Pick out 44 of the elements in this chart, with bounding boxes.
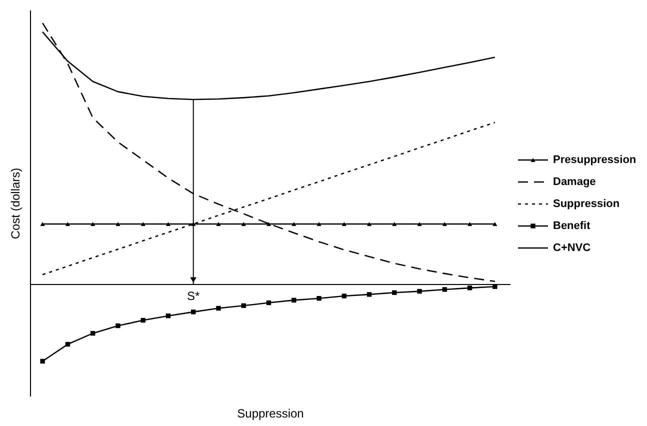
- point: [342, 222, 346, 226]
- point: [342, 294, 346, 298]
- point: [216, 306, 221, 311]
- point: [417, 288, 422, 294]
- point: [191, 310, 196, 314]
- annotation: S*: [187, 289, 200, 303]
- legend-label: Suppression: [553, 198, 620, 210]
- point: [467, 286, 472, 290]
- point: [116, 222, 120, 226]
- point: [166, 222, 171, 226]
- point: [292, 298, 296, 303]
- y-axis-title: Cost (dollars): [8, 168, 22, 240]
- point: [392, 222, 397, 226]
- point: [241, 303, 246, 308]
- point: [417, 222, 422, 226]
- point: [442, 222, 448, 226]
- point: [316, 296, 322, 301]
- point: [492, 222, 498, 226]
- point: [442, 287, 448, 292]
- point: [292, 222, 296, 226]
- point: [316, 222, 322, 226]
- legend-label: C+NVC: [553, 242, 591, 254]
- point: [266, 300, 272, 306]
- legend-label: Presuppression: [553, 154, 636, 166]
- legend-label: Damage: [553, 176, 596, 188]
- point: [40, 358, 45, 364]
- point: [116, 323, 120, 328]
- point: [166, 313, 171, 318]
- point: [366, 292, 372, 297]
- x-axis-title: Suppression: [237, 406, 304, 420]
- point: [140, 222, 146, 226]
- point: [40, 222, 45, 226]
- point: [65, 222, 70, 226]
- point: [266, 222, 272, 226]
- point: [467, 222, 472, 226]
- legend-label: Benefit: [553, 220, 591, 232]
- point: [366, 222, 372, 226]
- point: [65, 342, 70, 347]
- point: [90, 222, 96, 226]
- point: [392, 290, 397, 295]
- point: [216, 222, 221, 226]
- point: [140, 318, 146, 323]
- point: [241, 222, 246, 226]
- point: [90, 330, 96, 336]
